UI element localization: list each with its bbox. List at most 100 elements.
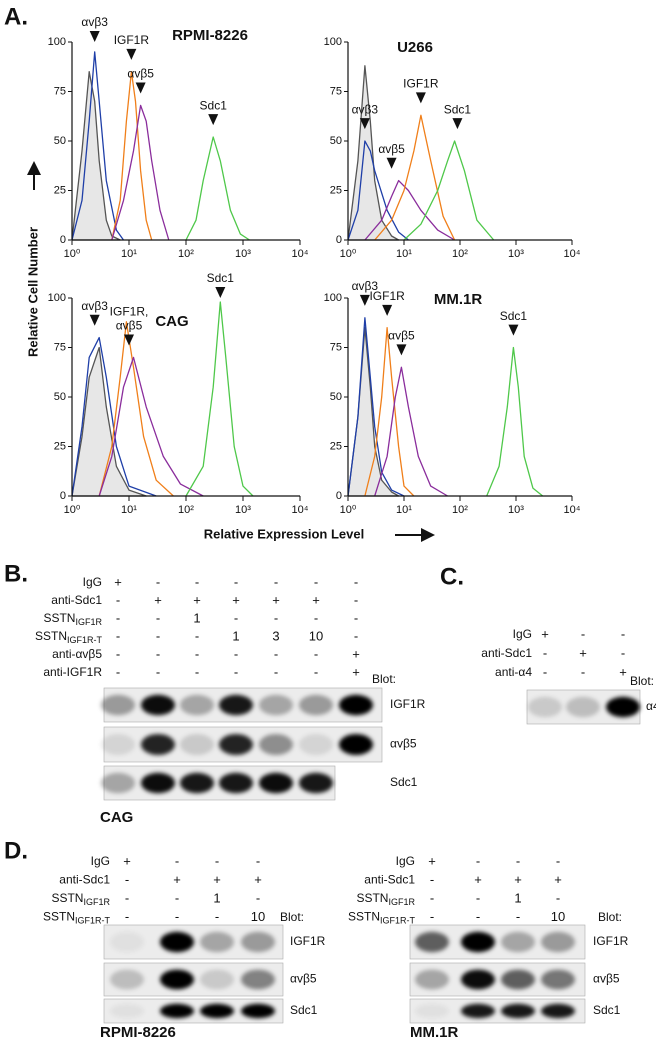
x-tick-label: 10⁴ [564, 504, 581, 516]
blot-band [541, 931, 575, 953]
blot-band [299, 772, 333, 794]
condition-cell: + [272, 592, 280, 607]
annotation-label: Sdc1 [200, 98, 228, 112]
blot-label: αvβ5 [390, 737, 417, 751]
x-tick-label: 10⁴ [292, 248, 309, 260]
annotation-label: IGF1R [114, 33, 150, 47]
histogram-line [71, 336, 157, 497]
condition-cell: + [554, 872, 562, 887]
condition-cell: - [215, 853, 219, 868]
condition-cell: - [116, 628, 120, 643]
row-label-text: SSTN [43, 910, 75, 924]
histogram-line [98, 356, 204, 497]
x-tick-label: 10¹ [121, 504, 137, 516]
row-label-sub: IGF1R-T [380, 916, 416, 926]
histogram-line [347, 317, 405, 497]
blot-band [528, 696, 562, 718]
blot-header: Blot: [630, 674, 654, 688]
condition-cell: 10 [551, 909, 565, 924]
row-label-sub: IGF1R [388, 897, 415, 907]
histogram-line [185, 136, 250, 241]
y-tick-label: 100 [324, 292, 342, 304]
condition-cell: - [156, 610, 160, 625]
condition-cell: 10 [309, 628, 323, 643]
annotation-arrow [415, 92, 426, 104]
y-tick-label: 0 [336, 234, 342, 246]
x-axis-label: Relative Expression Level [204, 526, 364, 541]
blot-band [461, 969, 495, 990]
panel-label: A. [4, 3, 28, 30]
condition-cell: + [428, 853, 436, 868]
x-tick-label: 10³ [235, 504, 251, 516]
annotation-arrow [126, 48, 137, 60]
row-label-text: SSTN [356, 891, 388, 905]
row-label: SSTNIGF1R-T [348, 910, 416, 926]
blot-label: Sdc1 [290, 1003, 318, 1017]
condition-cell: - [430, 872, 434, 887]
row-label-text: anti-Sdc1 [364, 873, 415, 887]
blot-band [101, 694, 135, 716]
condition-cell: - [234, 664, 238, 679]
row-label: IgG [513, 627, 532, 641]
condition-cell: - [195, 646, 199, 661]
histogram-line [111, 71, 153, 241]
condition-cell: - [274, 646, 278, 661]
condition-cell: - [581, 626, 585, 641]
condition-cell: - [175, 909, 179, 924]
annotation-label: Sdc1 [444, 102, 472, 116]
blot-header: Blot: [372, 672, 396, 686]
annotation-arrow [359, 118, 370, 130]
row-label-text: anti-αvβ5 [52, 647, 102, 661]
condition-cell: - [314, 664, 318, 679]
histogram-line [364, 327, 415, 497]
condition-cell: - [256, 853, 260, 868]
blot-band [101, 734, 135, 755]
condition-cell: - [215, 909, 219, 924]
x-tick-label: 10³ [235, 248, 251, 260]
condition-cell: 1 [193, 610, 200, 625]
blot-band [141, 694, 175, 716]
annotation-arrow [135, 82, 146, 94]
annotation-arrow [508, 324, 519, 336]
annotation-arrow [89, 31, 100, 42]
condition-cell: - [175, 853, 179, 868]
condition-cell: - [156, 664, 160, 679]
annotation-arrow [386, 157, 397, 169]
y-tick-label: 100 [48, 36, 66, 48]
condition-cell: - [116, 610, 120, 625]
condition-cell: - [125, 890, 129, 905]
blot-band [110, 931, 144, 953]
row-label-sub: IGF1R-T [67, 635, 103, 645]
blot-label: α4 [646, 699, 656, 713]
x-tick-label: 10⁰ [64, 248, 81, 260]
condition-cell: - [354, 592, 358, 607]
condition-cell: - [430, 890, 434, 905]
histogram-line [364, 179, 455, 241]
row-label: SSTNIGF1R [43, 611, 102, 627]
blot-band [606, 696, 640, 718]
condition-cell: + [474, 872, 482, 887]
x-tick-label: 10⁴ [292, 504, 309, 516]
blot-label: αvβ5 [593, 972, 620, 986]
cell-line-label: MM.1R [410, 1024, 459, 1041]
annotation-label: αvβ3 [352, 279, 379, 293]
condition-cell: + [193, 592, 201, 607]
y-tick-label: 0 [60, 234, 66, 246]
condition-cell: 1 [232, 628, 239, 643]
x-tick-label: 10³ [508, 248, 524, 260]
annotation-label: αvβ5 [116, 319, 143, 333]
blot-header: Blot: [598, 910, 622, 924]
condition-cell: - [354, 574, 358, 589]
condition-cell: - [125, 909, 129, 924]
annotation-label: αvβ5 [388, 329, 415, 343]
blot-band [501, 931, 535, 953]
blot-band [566, 696, 600, 718]
row-label-text: IgG [513, 627, 532, 641]
condition-cell: - [556, 890, 560, 905]
y-tick-label: 25 [330, 440, 342, 452]
blot-band [461, 1003, 495, 1019]
blot-band [541, 969, 575, 990]
chart-title: RPMI-8226 [172, 27, 248, 44]
annotation-label: αvβ5 [378, 142, 405, 156]
blot-band [241, 969, 275, 990]
